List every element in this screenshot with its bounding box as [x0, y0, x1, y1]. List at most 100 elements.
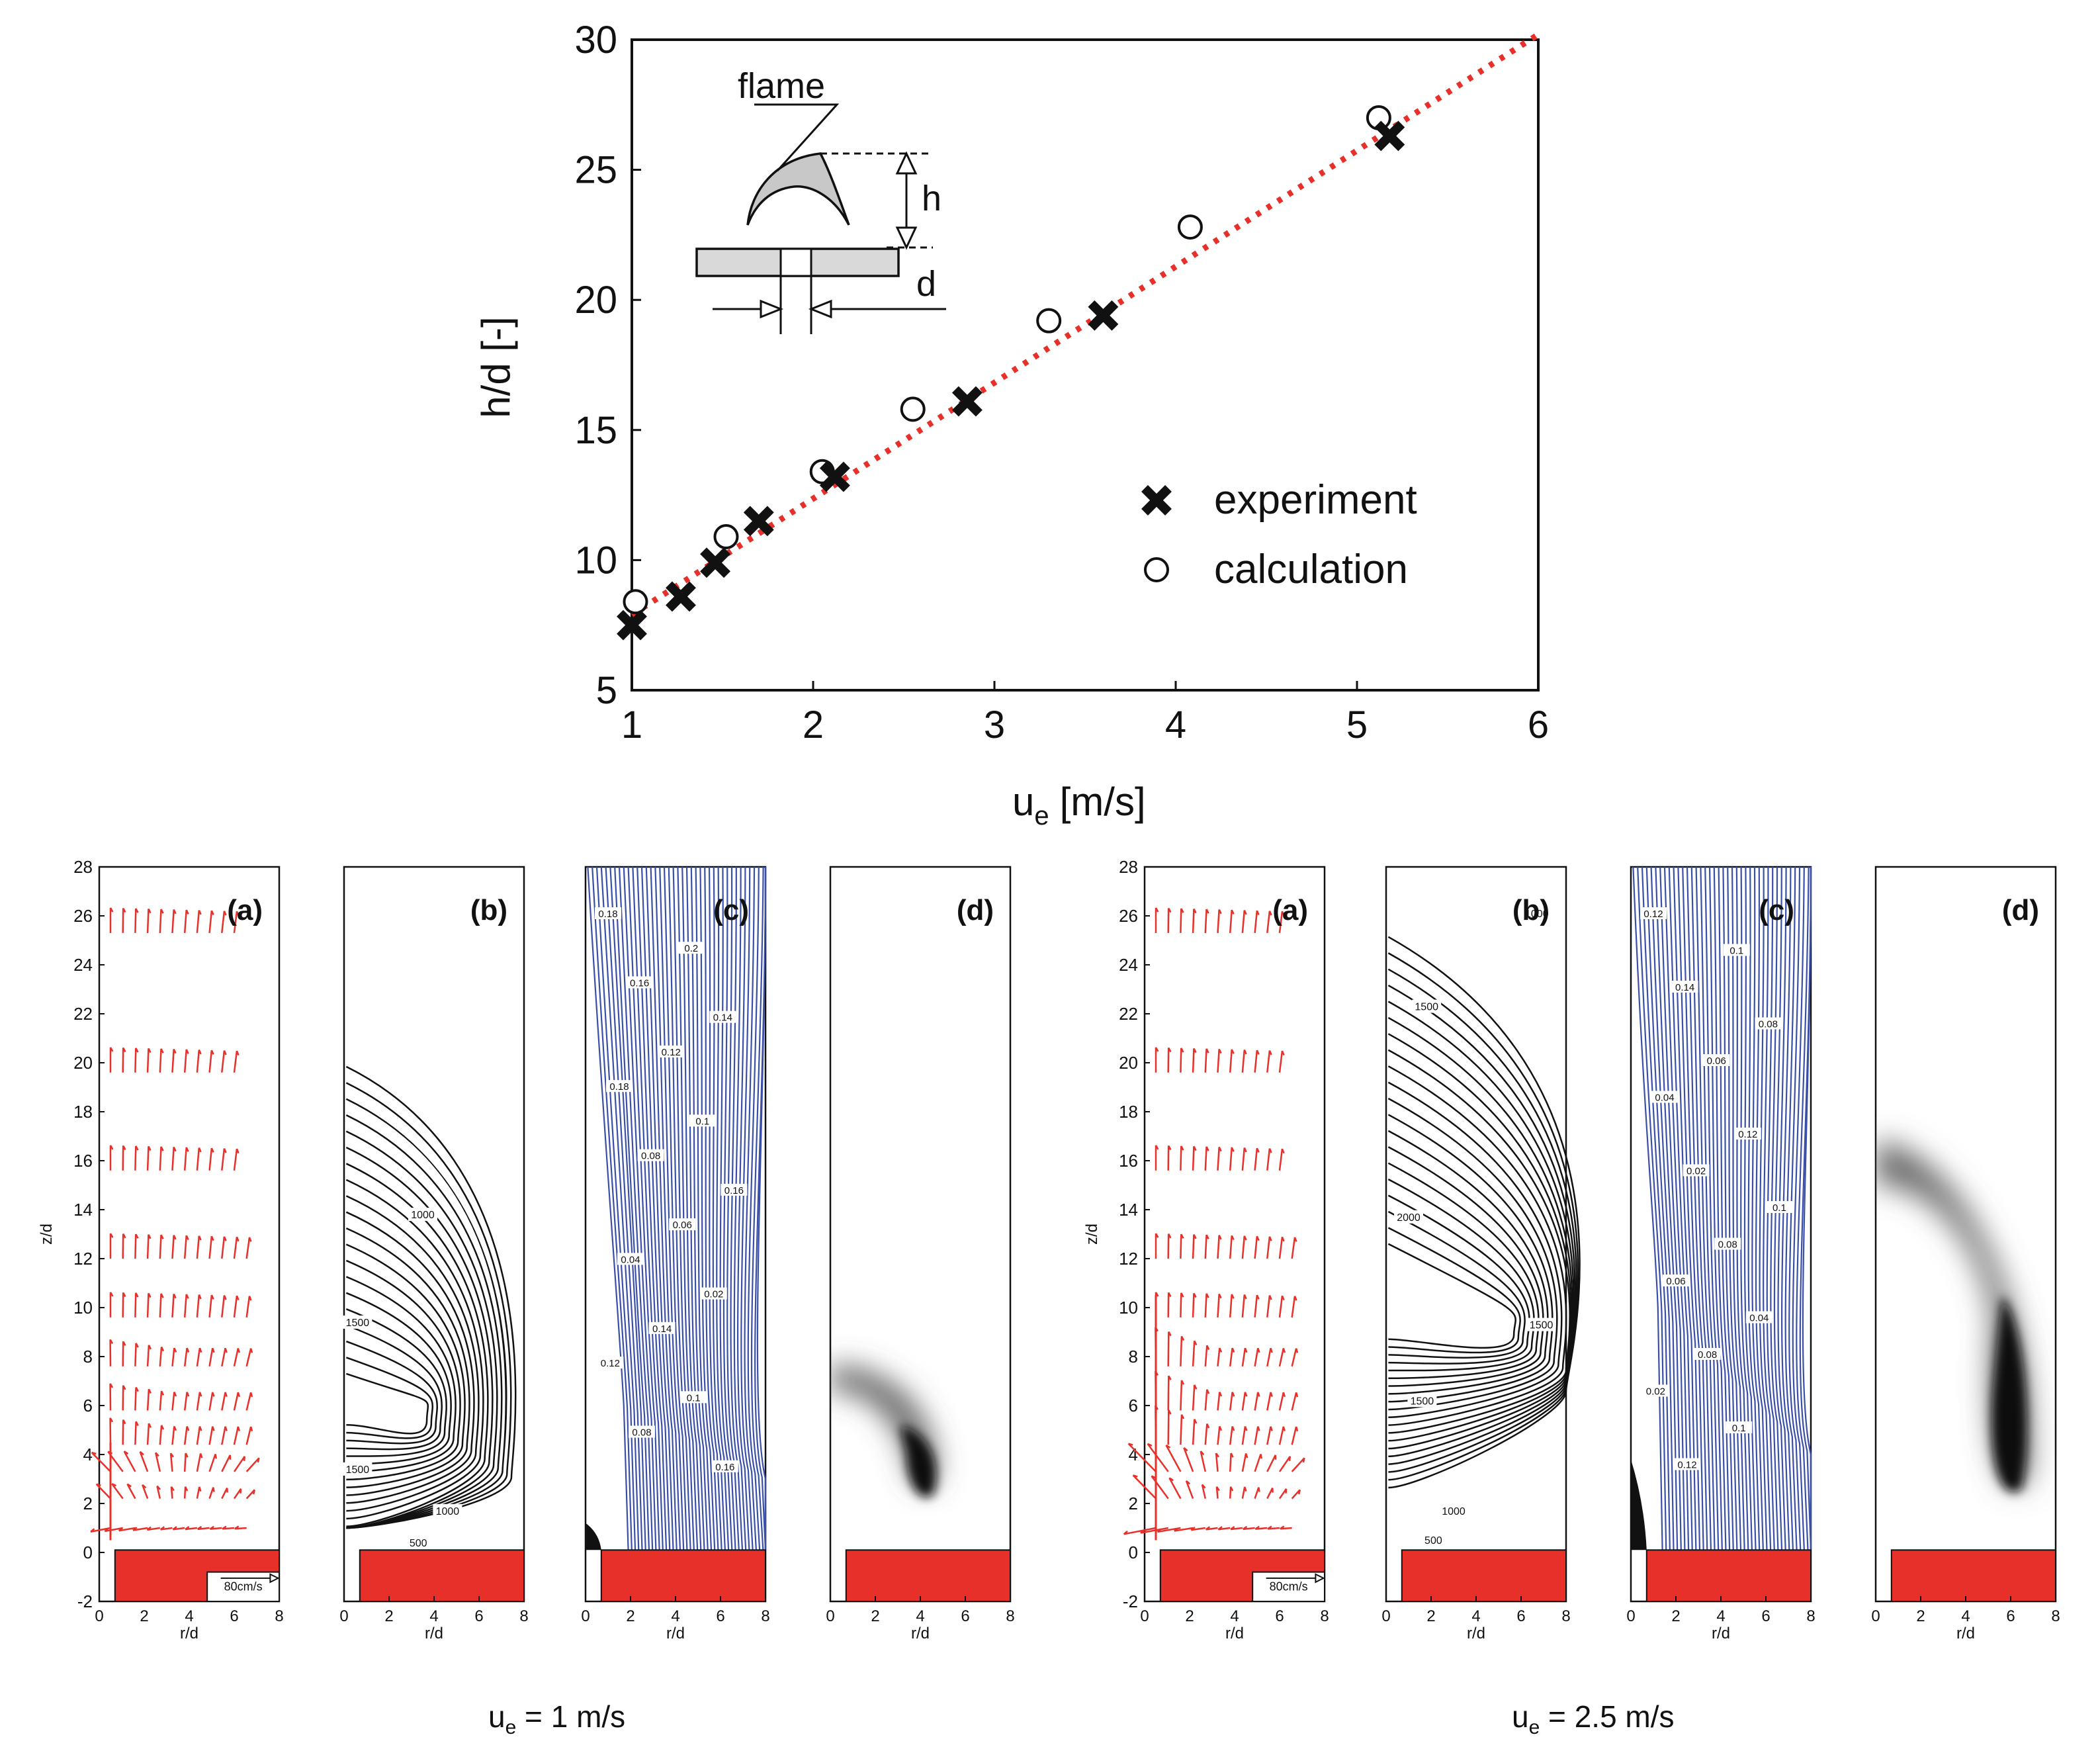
velocity-arrow — [183, 909, 187, 933]
velocity-arrow-head — [135, 1292, 139, 1298]
panel-y-axis-label: z/d — [38, 1224, 56, 1245]
velocity-arrow — [134, 1233, 137, 1259]
contour-label-bg — [408, 1208, 437, 1222]
contour-label-bg — [1526, 1318, 1556, 1331]
velocity-arrow — [1291, 1392, 1297, 1411]
velocity-arrow — [1132, 1474, 1157, 1500]
contour-label: 0.14 — [652, 1323, 672, 1335]
contour-label: 1000 — [1442, 1506, 1466, 1517]
velocity-arrow-head — [236, 1295, 240, 1301]
experiment-point — [1374, 120, 1405, 152]
velocity-arrow — [159, 1390, 163, 1411]
velocity-arrow-head — [198, 1294, 202, 1300]
velocity-arrow-head — [155, 1452, 159, 1457]
temperature-contour — [1387, 1146, 1544, 1387]
velocity-arrow-head — [1231, 1425, 1235, 1431]
velocity-arrow-head — [1254, 1525, 1260, 1530]
velocity-arrow — [1266, 1455, 1276, 1472]
panel-x-tick-label: 4 — [916, 1607, 924, 1625]
panel-y-tick-label: 10 — [73, 1298, 93, 1318]
velocity-arrow — [196, 910, 200, 934]
scale-arrow-head — [1315, 1573, 1325, 1584]
velocity-arrow-head — [1168, 1145, 1172, 1151]
velocity-arrow-head — [1180, 1145, 1184, 1151]
flame-core — [900, 1425, 936, 1498]
velocity-arrow-head — [90, 1528, 95, 1533]
velocity-arrow — [134, 1292, 137, 1318]
velocity-arrow-head — [148, 1388, 152, 1394]
contour-label: 1500 — [1411, 1396, 1434, 1407]
experiment-series — [617, 120, 1405, 641]
velocity-arrow — [1229, 1235, 1233, 1259]
panel-x-axis-label: r/d — [911, 1625, 930, 1642]
mixture-contour — [736, 866, 750, 1550]
velocity-arrow-head — [173, 1293, 177, 1299]
velocity-arrow-head — [1180, 1233, 1184, 1239]
panel-x-tick-label: 0 — [1381, 1607, 1390, 1625]
velocity-arrow — [142, 1484, 149, 1500]
velocity-arrow — [126, 1484, 136, 1500]
velocity-arrow-head — [109, 1047, 114, 1052]
velocity-arrow-head — [186, 1425, 190, 1431]
panel-b-frame — [343, 866, 525, 1603]
panel-y-tick-label: 24 — [73, 955, 93, 975]
velocity-arrow — [208, 1487, 214, 1499]
panel-y-tick-label: 18 — [1119, 1102, 1138, 1122]
panel-x-tick-label: 8 — [1320, 1607, 1329, 1625]
y-tick-label: 30 — [574, 19, 617, 62]
velocity-arrow-head — [1231, 909, 1235, 915]
velocity-arrow-head — [1281, 1050, 1285, 1056]
contour-label: 0.08 — [641, 1151, 660, 1162]
velocity-arrow-head — [186, 1347, 190, 1353]
velocity-arrow — [1180, 1048, 1182, 1073]
velocity-arrow — [1229, 1147, 1233, 1171]
contour-label-bg — [669, 1218, 696, 1231]
mixture-contour — [1747, 866, 1761, 1550]
panel-x-axis-label: r/d — [666, 1625, 685, 1642]
panel-x-tick-label: 2 — [1426, 1607, 1435, 1625]
velocity-arrow — [1266, 1050, 1271, 1073]
velocity-arrow-head — [1258, 1487, 1260, 1492]
velocity-arrow — [1217, 1235, 1220, 1259]
velocity-arrow-head — [1231, 1147, 1235, 1152]
contour-label: 0.16 — [724, 1185, 744, 1196]
velocity-arrow-head — [1200, 1451, 1205, 1456]
velocity-arrow-head — [1244, 1392, 1248, 1397]
velocity-arrow-head — [1219, 1347, 1223, 1353]
velocity-arrow-head — [198, 1392, 202, 1397]
velocity-arrow — [1167, 1410, 1170, 1445]
velocity-arrow — [154, 1452, 161, 1472]
velocity-arrow-head — [122, 1233, 126, 1239]
velocity-arrow-head — [160, 1425, 165, 1430]
x-tick-label: 4 — [1165, 703, 1186, 746]
burner-block — [600, 1549, 766, 1603]
velocity-arrow-head — [1268, 1148, 1272, 1153]
velocity-arrow — [134, 1421, 137, 1445]
mixture-contour — [712, 866, 726, 1550]
velocity-arrow — [183, 1426, 188, 1445]
velocity-arrow-head — [1155, 1233, 1159, 1238]
velocity-arrow — [1230, 1527, 1243, 1531]
panel-a-frame — [98, 866, 281, 1603]
velocity-arrow — [1167, 1376, 1170, 1411]
velocity-arrow — [1217, 1392, 1221, 1411]
velocity-arrow-head — [210, 1147, 214, 1153]
velocity-arrow — [146, 1423, 150, 1445]
mixture-contour — [1727, 866, 1742, 1550]
inset-flame-pointer — [754, 103, 840, 172]
velocity-arrow-head — [1282, 1426, 1286, 1431]
velocity-arrow-head — [1256, 1147, 1260, 1153]
velocity-arrow — [196, 1347, 201, 1366]
panel-y-tick-label: 18 — [73, 1102, 93, 1122]
velocity-arrow — [1204, 1345, 1208, 1366]
experiment-point — [617, 609, 647, 641]
mixture-contour — [1766, 866, 1779, 1550]
contour-label-bg — [709, 1010, 736, 1023]
velocity-arrow-head — [122, 1047, 126, 1053]
velocity-arrow-head — [1219, 1425, 1223, 1431]
temperature-contour — [1387, 1210, 1526, 1359]
velocity-arrow — [1204, 1293, 1207, 1318]
temperature-contour — [1387, 1081, 1563, 1419]
panel-y-tick-label: 2 — [1129, 1494, 1138, 1513]
velocity-arrow — [221, 1426, 226, 1445]
